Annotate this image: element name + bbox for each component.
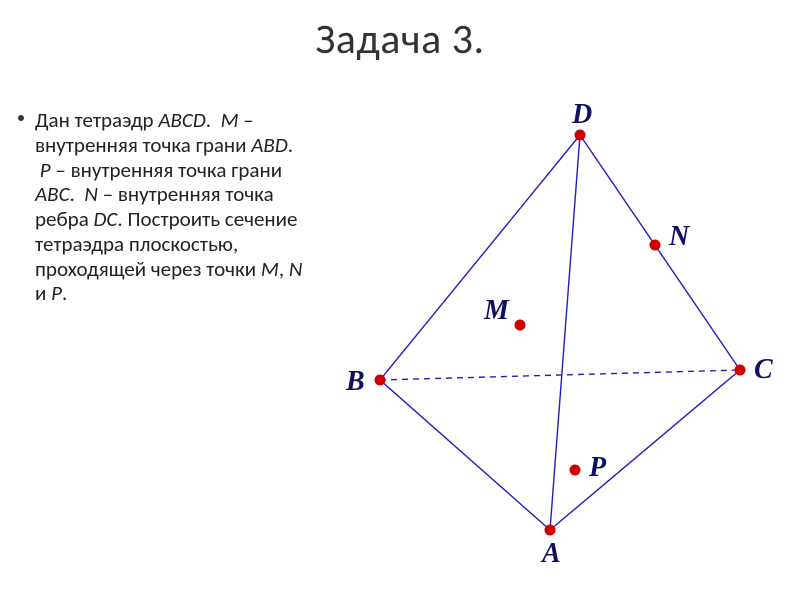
page-title: Задача 3. [0, 14, 800, 65]
vertex-label-A: A [540, 538, 561, 569]
point-M [515, 320, 526, 331]
vertex-label-C: C [754, 354, 773, 385]
problem-block: Дан тетраэдр ABCD. M – внутренняя точка … [10, 108, 310, 306]
point-P [570, 465, 581, 476]
problem-text: Дан тетраэдр ABCD. M – внутренняя точка … [35, 108, 310, 306]
edge [580, 135, 740, 370]
bullet-icon [18, 115, 24, 121]
edge [380, 370, 740, 380]
vertex-label-B: B [345, 366, 365, 397]
vertex-C [735, 365, 746, 376]
vertex-label-N: N [668, 221, 691, 252]
vertex-label-M: M [483, 295, 510, 326]
edge [550, 370, 740, 530]
vertex-B [375, 375, 386, 386]
point-N [650, 240, 661, 251]
vertex-label-D: D [571, 99, 592, 130]
edge [380, 380, 550, 530]
vertex-D [575, 130, 586, 141]
vertex-A [545, 525, 556, 536]
tetrahedron-diagram: A B C D M N P [325, 95, 785, 575]
vertex-label-P: P [588, 452, 607, 483]
edge [380, 135, 580, 380]
